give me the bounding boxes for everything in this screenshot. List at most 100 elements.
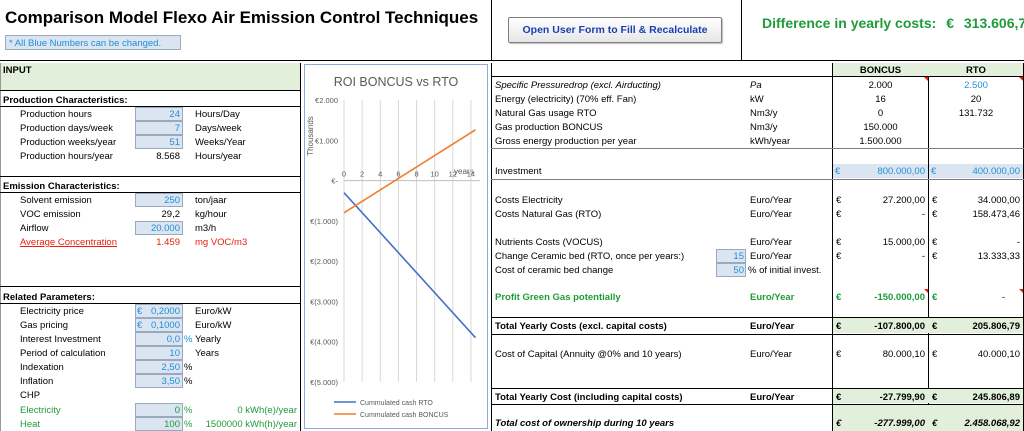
page-title: Comparison Model Flexo Air Emission Cont… (5, 8, 479, 27)
inflation-label: Inflation (20, 376, 54, 387)
total-yearly-boncus-cur: € (836, 321, 842, 332)
inflation-pct: % (184, 376, 193, 387)
indexation-label: Indexation (20, 362, 64, 373)
indexation-pct: % (184, 362, 193, 373)
difference-yearly-costs: Difference in yearly costs: € 313.606,79 (762, 15, 1024, 31)
roi-chart: ROI BONCUS vs RTO Thousands years €2.000… (306, 75, 480, 419)
emission-heading: Emission Characteristics: (3, 181, 120, 192)
total-incl-boncus-cur: € (836, 392, 842, 403)
nutrients-boncus-cur: € (836, 237, 842, 248)
costs-gas-boncus: - (921, 209, 925, 220)
pressuredrop-rto[interactable]: 2.500 (964, 80, 988, 91)
gas-pricing-unit: Euro/kW (195, 320, 232, 331)
investment-boncus[interactable]: 800.000,00 (877, 166, 925, 177)
ceramic-cost-input[interactable]: 50 (733, 265, 744, 276)
costs-electricity-unit: Euro/Year (750, 195, 792, 206)
production-hours-year-value: 8.568 (156, 151, 180, 162)
col-rto-header: RTO (966, 65, 986, 76)
total-yearly-rto-cur: € (932, 321, 938, 332)
average-concentration-label: Average Concentration (20, 237, 117, 248)
gross-energy-unit: kWh/year (750, 136, 791, 147)
production-hours-year-unit: Hours/year (195, 151, 242, 162)
nutrients-rto-cur: € (932, 237, 938, 248)
average-concentration-unit: mg VOC/m3 (195, 237, 248, 248)
production-hours-unit: Hours/Day (195, 109, 240, 120)
interest-investment-unit: Yearly (195, 334, 222, 345)
gas-production-label: Gas production BONCUS (495, 122, 603, 133)
cost-capital-label: Cost of Capital (Annuity @0% and 10 year… (495, 349, 682, 360)
gross-energy-label: Gross energy production per year (495, 136, 637, 147)
interest-investment-input[interactable]: 0,0 (166, 334, 180, 345)
electricity-price-input[interactable]: 0,2000 (150, 306, 180, 317)
chp-electricity-input[interactable]: 0 (174, 405, 180, 416)
production-days-input[interactable]: 7 (174, 123, 180, 134)
chart-xlabel: years (454, 167, 474, 176)
ceramic-rto-cur: € (932, 251, 938, 262)
tco-rto-cur: € (932, 418, 938, 429)
chart-y-tick-label: €1.000 (315, 136, 338, 145)
gas-production-unit: Nm3/y (750, 122, 778, 133)
interest-investment-label: Interest Investment (20, 334, 101, 345)
chart-x-tick-label: 8 (414, 170, 418, 179)
tco-label: Total cost of ownership during 10 years (495, 418, 675, 429)
nutrients-unit: Euro/Year (750, 237, 792, 248)
gas-pricing-currency: € (137, 320, 143, 331)
chp-heat-label: Heat (20, 419, 41, 430)
costs-gas-rto: 158.473,46 (972, 209, 1020, 220)
chp-electricity-label: Electricity (20, 405, 61, 416)
difference-currency: € (946, 15, 954, 31)
tco-boncus-cur: € (836, 418, 842, 429)
cost-capital-rto: 40.000,10 (977, 349, 1020, 360)
ceramic-unit: Euro/Year (750, 251, 792, 262)
chart-y-tick-label: €(3.000) (310, 297, 338, 306)
cost-capital-boncus-cur: € (836, 349, 842, 360)
profit-boncus: -150.000,00 (874, 292, 925, 303)
chart-series-line (343, 129, 476, 214)
chart-legend-label: Cummulated cash RTO (360, 400, 433, 407)
ceramic-years-input[interactable]: 15 (733, 251, 744, 262)
period-input[interactable]: 10 (169, 348, 180, 359)
production-weeks-input[interactable]: 51 (169, 137, 180, 148)
ceramic-cost-extra: % of initial invest. (748, 265, 822, 276)
chp-heat-pct: % (184, 419, 193, 430)
airflow-label: Airflow (20, 223, 49, 234)
average-concentration-value: 1.459 (156, 237, 180, 248)
pressuredrop-boncus: 2.000 (868, 80, 893, 91)
cost-capital-rto-cur: € (932, 349, 938, 360)
investment-rto-currency: € (931, 166, 937, 177)
chart-y-tick-label: €(5.000) (310, 378, 338, 387)
production-weeks-label: Production weeks/year (20, 137, 117, 148)
energy-unit: kW (750, 94, 764, 105)
solvent-emission-input[interactable]: 250 (164, 195, 180, 206)
related-heading: Related Parameters: (3, 292, 95, 303)
production-hours-input[interactable]: 24 (169, 109, 180, 120)
chart-y-tick-label: €(2.000) (310, 257, 338, 266)
chart-y-tick-label: €(4.000) (310, 338, 338, 347)
chp-heat-input[interactable]: 100 (164, 419, 180, 430)
indexation-input[interactable]: 2,50 (161, 362, 181, 373)
chart-x-tick-label: 6 (396, 170, 400, 179)
open-user-form-button[interactable]: Open User Form to Fill & Recalculate (508, 17, 722, 43)
investment-rto[interactable]: 400.000,00 (972, 166, 1020, 177)
costs-electricity-label: Costs Electricity (495, 195, 563, 206)
airflow-input[interactable]: 20.000 (150, 223, 180, 234)
editable-note: * All Blue Numbers can be changed. (5, 35, 181, 50)
inflation-input[interactable]: 3,50 (161, 376, 181, 387)
gas-pricing-label: Gas pricing (20, 320, 69, 331)
solvent-emission-unit: ton/jaar (195, 195, 227, 206)
production-heading: Production Characteristics: (3, 95, 128, 106)
costs-gas-label: Costs Natural Gas (RTO) (495, 209, 602, 220)
total-incl-rto: 245.806,89 (972, 392, 1020, 403)
gas-usage-rto: 131.732 (958, 108, 994, 119)
ceramic-rto: 13.333,33 (977, 251, 1020, 262)
total-incl-rto-cur: € (932, 392, 938, 403)
cost-capital-unit: Euro/Year (750, 349, 792, 360)
period-unit: Years (195, 348, 219, 359)
voc-emission-value: 29,2 (161, 209, 181, 220)
pressuredrop-unit: Pa (750, 80, 762, 91)
chp-electricity-extra: 0 kWh(e)/year (237, 405, 297, 416)
chart-x-tick-label: 10 (430, 170, 438, 179)
cost-capital-boncus: 80.000,10 (882, 349, 925, 360)
ceramic-boncus: - (921, 251, 925, 262)
gas-pricing-input[interactable]: 0,1000 (150, 320, 180, 331)
